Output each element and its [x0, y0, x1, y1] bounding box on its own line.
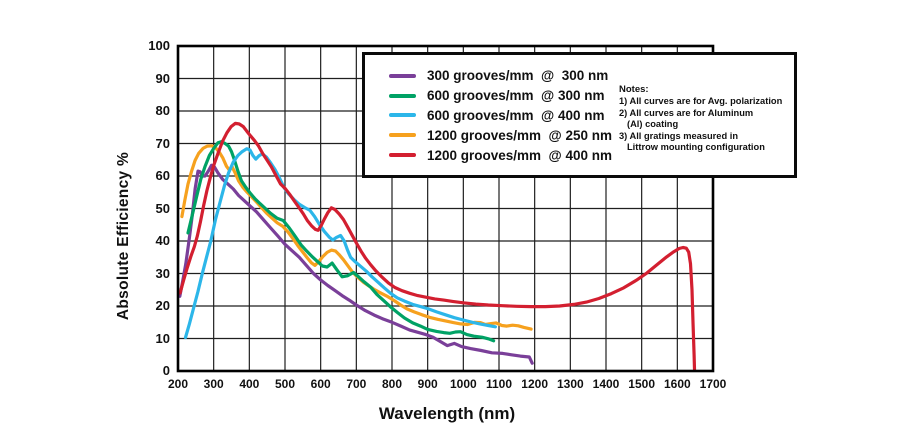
legend-row-600gmm-300nm: 600 grooves/mm @ 300 nm — [389, 86, 612, 106]
notes-title: Notes: — [619, 84, 649, 95]
y-tick-label: 30 — [155, 265, 170, 281]
legend-items: 300 grooves/mm @ 300 nm 600 grooves/mm @ … — [389, 66, 612, 165]
note-line: 1) All curves are for Avg. polarization — [619, 96, 783, 106]
x-tick-label: 1600 — [663, 377, 691, 391]
y-tick-label: 50 — [155, 200, 170, 216]
y-tick-label: 10 — [155, 330, 170, 346]
legend-row-1200gmm-250nm: 1200 grooves/mm @ 250 nm — [389, 125, 612, 145]
note-line: (Al) coating — [627, 119, 679, 129]
note-line: 3) All gratings measured in — [619, 130, 738, 141]
legend-box: 300 grooves/mm @ 300 nm 600 grooves/mm @ … — [362, 52, 797, 178]
x-tick-label: 800 — [381, 377, 403, 391]
y-tick-label: 70 — [155, 135, 170, 151]
curve-600gmm-300nm — [186, 140, 496, 343]
legend-label: 600 grooves/mm @ 300 nm — [427, 88, 605, 104]
legend-swatch-1200gmm-400nm — [389, 153, 416, 158]
x-tick-label: 600 — [310, 377, 331, 391]
legend-row-1200gmm-400nm: 1200 grooves/mm @ 400 nm — [389, 145, 612, 165]
plot-frame — [176, 44, 715, 373]
y-tick-label: 80 — [155, 103, 170, 118]
y-tick-label: 40 — [155, 233, 170, 248]
legend-swatch-600gmm-300nm — [389, 93, 416, 98]
y-tick-label: 60 — [155, 168, 170, 183]
legend-label: 1200 grooves/mm @ 250 nm — [427, 127, 612, 143]
x-tick-label: 1100 — [485, 377, 513, 391]
x-tick-label: 1500 — [628, 377, 655, 391]
note-line: 2) All curves are for Aluminum — [619, 107, 754, 118]
x-tick-label: 500 — [274, 377, 296, 391]
x-axis-title: Wavelength (nm) — [378, 404, 516, 423]
legend-label: 300 grooves/mm @ 300 nm — [427, 68, 609, 84]
x-tick-label: 300 — [203, 377, 224, 391]
x-tick-label: 400 — [239, 377, 260, 391]
y-tick-label: 100 — [148, 38, 170, 53]
legend-label: 600 grooves/mm @ 400 nm — [427, 107, 605, 123]
x-tick-label: 1200 — [521, 377, 548, 391]
legend-row-600gmm-400nm: 600 grooves/mm @ 400 nm — [389, 106, 612, 126]
curve-1200gmm-400nm — [178, 121, 697, 371]
legend-row-300gmm-300nm: 300 grooves/mm @ 300 nm — [389, 66, 612, 86]
legend-swatch-600gmm-400nm — [389, 113, 416, 118]
x-tick-label: 1300 — [556, 377, 584, 391]
curves — [178, 121, 697, 371]
notes-block: Notes: 1) All curves are for Avg. polari… — [619, 84, 789, 154]
note-line: Littrow mounting configuration — [627, 142, 765, 152]
legend-label: 1200 grooves/mm @ 400 nm — [427, 147, 612, 163]
curve-300gmm-300nm — [178, 163, 534, 365]
y-tick-label: 0 — [162, 363, 170, 378]
x-tick-label: 900 — [417, 377, 438, 391]
x-tick-label: 1400 — [592, 377, 620, 391]
legend-swatch-300gmm-300nm — [389, 73, 416, 78]
curve-600gmm-400nm — [183, 147, 497, 340]
x-tick-label: 700 — [346, 377, 367, 391]
x-tick-label: 1700 — [699, 377, 727, 391]
y-tick-label: 20 — [155, 298, 170, 313]
legend-swatch-1200gmm-250nm — [389, 133, 416, 138]
x-tick-label: 1000 — [449, 377, 477, 391]
curve-1200gmm-250nm — [180, 144, 533, 331]
x-tick-label: 200 — [167, 377, 189, 391]
y-tick-label: 90 — [155, 70, 170, 86]
